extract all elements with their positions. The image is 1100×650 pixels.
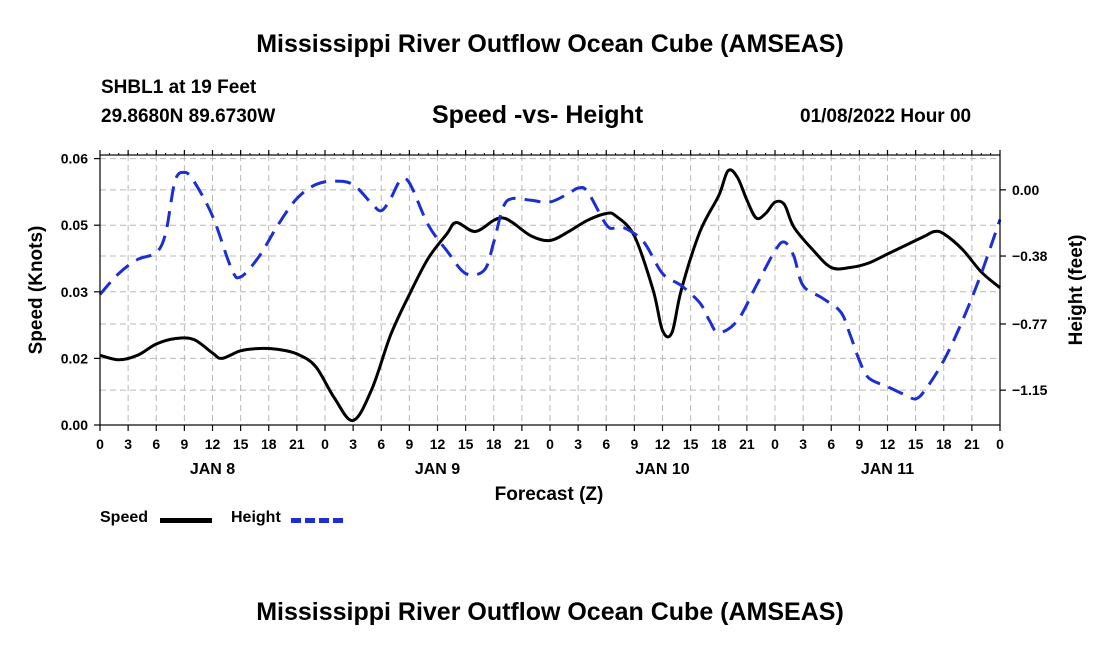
forecast-datetime: 01/08/2022 Hour 00 bbox=[800, 106, 972, 127]
legend-height-swatch bbox=[291, 518, 343, 523]
y-left-tick-label: 0.03 bbox=[61, 284, 88, 300]
station-coordinates: 29.8680N 89.6730W bbox=[101, 106, 276, 127]
x-tick-label: 21 bbox=[739, 436, 755, 452]
x-tick-label: 12 bbox=[655, 436, 671, 452]
x-tick-label: 18 bbox=[486, 436, 502, 452]
x-tick-label: 0 bbox=[996, 436, 1004, 452]
y-left-tick-label: 0.06 bbox=[61, 151, 88, 167]
x-tick-label: 6 bbox=[377, 436, 385, 452]
y-left-tick-label: 0.05 bbox=[61, 217, 88, 233]
x-tick-label: 6 bbox=[152, 436, 160, 452]
chart-title: Mississippi River Outflow Ocean Cube (AM… bbox=[256, 30, 844, 58]
x-tick-label: 21 bbox=[289, 436, 305, 452]
footer-chart-title: Mississippi River Outflow Ocean Cube (AM… bbox=[256, 598, 844, 626]
x-tick-label: 0 bbox=[321, 436, 329, 452]
x-day-label: JAN 10 bbox=[635, 461, 689, 478]
x-tick-label: 18 bbox=[711, 436, 727, 452]
y-right-tick-label: 0.00 bbox=[1012, 182, 1039, 198]
x-axis-label: Forecast (Z) bbox=[495, 484, 604, 505]
grid bbox=[100, 155, 1000, 425]
legend-speed-label: Speed bbox=[100, 509, 149, 526]
x-tick-label: 3 bbox=[349, 436, 357, 452]
x-tick-label: 9 bbox=[855, 436, 863, 452]
x-tick-label: 15 bbox=[908, 436, 924, 452]
x-tick-label: 3 bbox=[574, 436, 582, 452]
x-tick-label: 3 bbox=[124, 436, 132, 452]
x-tick-label: 12 bbox=[205, 436, 221, 452]
x-tick-label: 6 bbox=[602, 436, 610, 452]
x-tick-label: 0 bbox=[546, 436, 554, 452]
x-tick-label: 0 bbox=[96, 436, 104, 452]
x-day-label: JAN 9 bbox=[415, 461, 460, 478]
series-line-height bbox=[98, 170, 1002, 401]
axes: 0 3 6 9 12 15 18 21 0 3 6 9 12 15 18 21 0 3 6 9 12 15 18 21 0 3 6 9… bbox=[61, 150, 1048, 478]
x-day-label: JAN 11 bbox=[861, 461, 914, 478]
y-right-tick-label: −0.77 bbox=[1012, 316, 1048, 332]
y-right-tick-label: −0.38 bbox=[1012, 248, 1048, 264]
x-tick-label: 0 bbox=[771, 436, 779, 452]
x-tick-label: 3 bbox=[799, 436, 807, 452]
y-axis-left-label: Speed (Knots) bbox=[26, 226, 47, 355]
x-tick-label: 12 bbox=[880, 436, 896, 452]
legend-speed-swatch bbox=[160, 518, 212, 523]
y-right-tick-label: −1.15 bbox=[1012, 382, 1048, 398]
series-layer bbox=[98, 168, 1002, 423]
x-tick-label: 6 bbox=[827, 436, 835, 452]
x-tick-label: 9 bbox=[630, 436, 638, 452]
station-label: SHBL1 at 19 Feet bbox=[101, 77, 257, 98]
x-tick-label: 12 bbox=[430, 436, 446, 452]
x-tick-label: 15 bbox=[683, 436, 699, 452]
x-tick-label: 15 bbox=[233, 436, 249, 452]
x-tick-label: 9 bbox=[180, 436, 188, 452]
y-left-tick-label: 0.00 bbox=[61, 417, 88, 433]
x-tick-label: 9 bbox=[405, 436, 413, 452]
x-tick-label: 18 bbox=[261, 436, 277, 452]
x-tick-label: 15 bbox=[458, 436, 474, 452]
legend-height-label: Height bbox=[231, 509, 281, 526]
x-tick-label: 21 bbox=[964, 436, 980, 452]
x-tick-label: 18 bbox=[936, 436, 952, 452]
x-day-label: JAN 8 bbox=[190, 461, 235, 478]
y-left-tick-label: 0.02 bbox=[61, 350, 88, 366]
x-tick-label: 21 bbox=[514, 436, 530, 452]
y-axis-right-label: Height (feet) bbox=[1066, 235, 1087, 346]
series-line-speed bbox=[99, 168, 1001, 423]
chart-subtitle: Speed -vs- Height bbox=[432, 101, 644, 129]
